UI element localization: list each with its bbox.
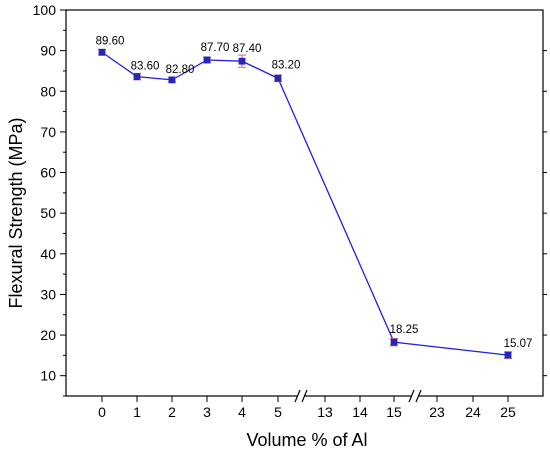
data-label: 83.60: [131, 61, 160, 73]
data-point: [98, 48, 106, 56]
y-axis-title: Flexural Strength (MPa): [6, 117, 26, 308]
data-point: [168, 76, 176, 84]
y-tick-label: 70: [40, 124, 56, 140]
x-tick-label: 5: [274, 404, 282, 420]
y-tick-label: 60: [40, 165, 56, 181]
data-point: [274, 74, 282, 82]
x-tick-label: 24: [465, 404, 481, 420]
x-tick-label: 13: [317, 404, 333, 420]
axis-break-slash: [301, 389, 308, 403]
y-tick-label: 10: [40, 368, 56, 384]
x-tick-label: 3: [203, 404, 211, 420]
axis-break-slash: [408, 389, 415, 403]
y-tick-label: 100: [33, 2, 57, 18]
series-polyline: [101, 51, 509, 356]
data-label: 87.70: [201, 42, 230, 54]
axis-break-slash: [294, 389, 301, 403]
x-tick-label: 15: [386, 404, 402, 420]
y-tick-label: 30: [40, 286, 56, 302]
x-tick-label: 23: [429, 404, 445, 420]
axis-break-gap: [411, 393, 419, 399]
x-tick-label: 4: [238, 404, 246, 420]
data-label: 87.40: [233, 43, 262, 55]
x-axis-title: Volume % of Al: [246, 430, 367, 450]
axes: [65, 9, 544, 403]
data-label: 82.80: [166, 64, 195, 76]
axis-break-gap: [297, 393, 305, 399]
data-point: [238, 57, 246, 65]
y-tick-label: 20: [40, 327, 56, 343]
y-tick-label: 40: [40, 246, 56, 262]
axis-break-slash: [415, 389, 422, 403]
x-tick-label: 14: [352, 404, 368, 420]
data-label: 89.60: [96, 35, 125, 47]
data-point: [504, 351, 512, 359]
x-tick-label: 2: [168, 404, 176, 420]
error-bars: [98, 48, 512, 359]
series-line: [101, 51, 509, 356]
y-tick-label: 80: [40, 83, 56, 99]
line-break-gap: [405, 340, 417, 356]
data-label: 18.25: [390, 324, 419, 336]
data-label: 83.20: [272, 59, 301, 71]
x-tick-label: 25: [500, 404, 516, 420]
data-point: [133, 73, 141, 81]
y-tick-label: 50: [40, 205, 56, 221]
x-tick-label: 1: [133, 404, 141, 420]
x-tick-label: 0: [98, 404, 106, 420]
data-point: [203, 56, 211, 64]
y-tick-label: 90: [40, 43, 56, 59]
data-markers: [98, 48, 512, 359]
data-point: [390, 338, 398, 346]
data-label: 15.07: [504, 338, 533, 350]
data-labels: 89.60 83.60 82.80 87.70 87.40 83.20 18.25 15.07: [96, 35, 533, 350]
